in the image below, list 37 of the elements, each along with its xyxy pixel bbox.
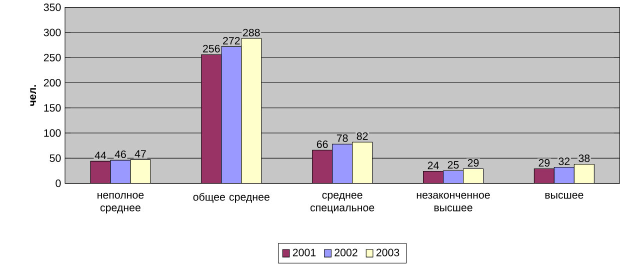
y-tick-label: 300: [44, 28, 61, 36]
x-tick-label: неполное среднее: [98, 192, 144, 214]
data-label: 272: [223, 36, 240, 44]
legend-label: 2002: [334, 248, 358, 256]
data-label: 38: [578, 154, 590, 162]
y-axis-title: чел.: [30, 84, 36, 106]
x-tick-label: незаконченное высшее: [416, 192, 490, 212]
data-label: 66: [316, 140, 328, 148]
data-label: 32: [558, 157, 570, 165]
y-tick-label: 200: [44, 78, 61, 86]
data-label: 46: [114, 150, 126, 158]
data-label: 47: [134, 150, 146, 158]
data-label: 29: [538, 158, 550, 166]
bar: [241, 38, 262, 184]
data-label: 256: [203, 44, 220, 52]
data-label: 29: [468, 158, 479, 166]
y-tick-label: 350: [44, 3, 61, 11]
bar: [574, 164, 594, 184]
x-tick-label: среднее специальное: [310, 192, 374, 214]
legend-label: 2003: [376, 248, 400, 256]
data-label: 288: [243, 28, 260, 36]
bar: [130, 159, 151, 184]
data-label: 78: [336, 134, 348, 142]
y-tick-label: 150: [44, 104, 61, 112]
data-label: 25: [448, 160, 459, 168]
data-label: 24: [428, 162, 439, 169]
data-label: 44: [94, 152, 106, 159]
x-tick-label: высшее: [545, 192, 584, 199]
bar: [462, 168, 484, 184]
y-tick-label: 50: [50, 154, 61, 162]
y-tick-label: 100: [44, 129, 61, 137]
legend-label: 2001: [292, 248, 316, 256]
bar: [352, 142, 373, 184]
y-tick-label: 250: [44, 54, 61, 62]
x-tick-label: общее среднее: [193, 192, 270, 203]
y-tick-label: 0: [56, 179, 61, 187]
data-label: 82: [356, 132, 368, 140]
